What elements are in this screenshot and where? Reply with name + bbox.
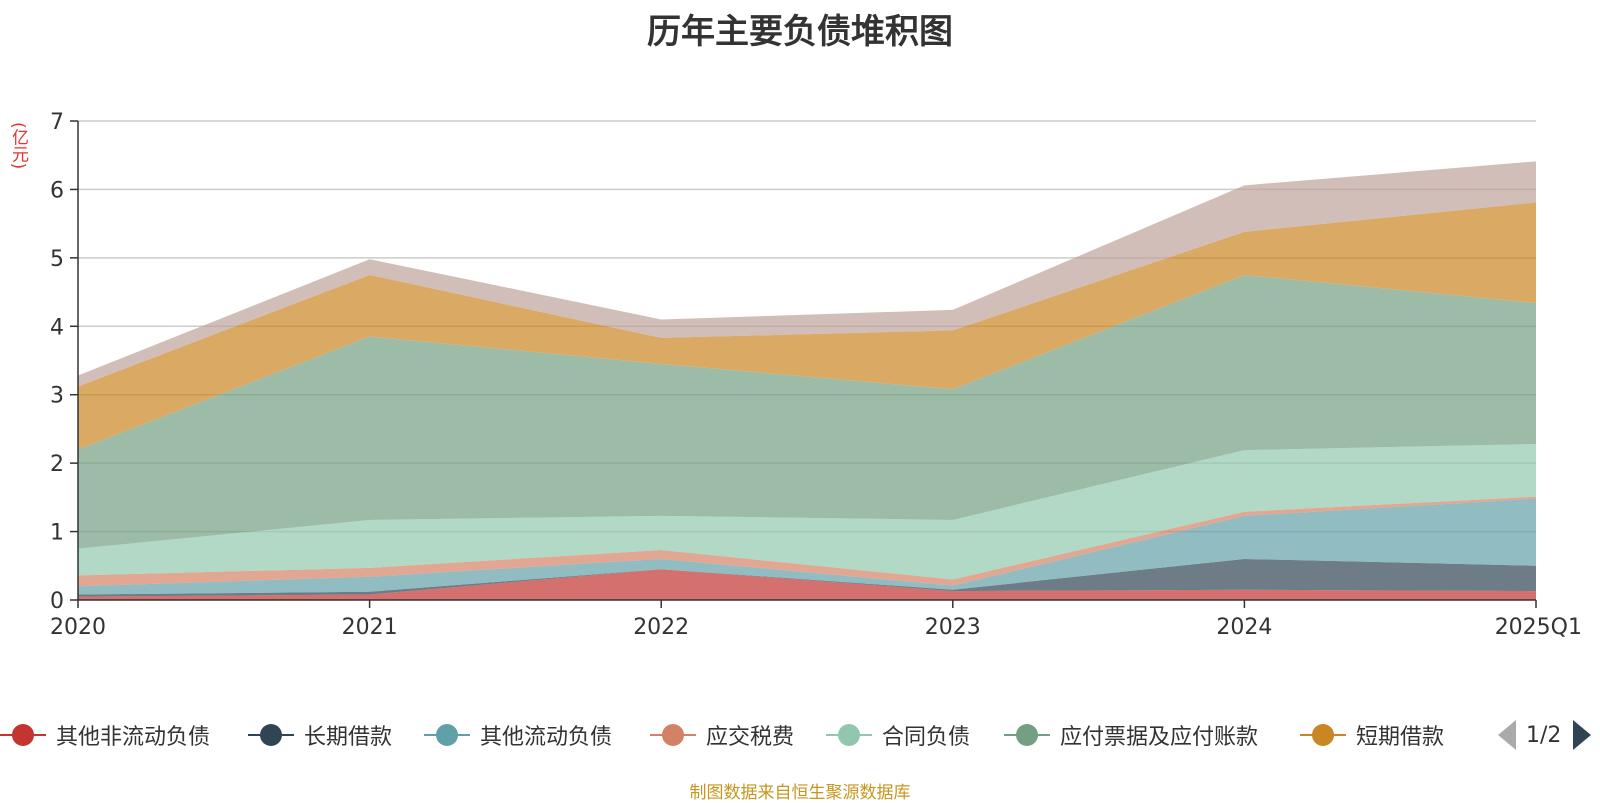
- legend-label: 合同负债: [882, 725, 971, 750]
- y-tick-label: 7: [50, 110, 64, 135]
- y-tick-label: 2: [50, 452, 64, 477]
- area-series-3[interactable]: [78, 496, 1536, 587]
- y-axis-unit-label: (亿元): [8, 122, 28, 170]
- legend-label: 短期借款: [1356, 725, 1445, 750]
- legend-label: 其他非流动负债: [56, 725, 211, 750]
- legend-label: 应交税费: [706, 725, 795, 750]
- y-tick-label: 0: [50, 589, 64, 614]
- legend-item-2[interactable]: 其他流动负债: [424, 718, 612, 752]
- y-tick-label: 3: [50, 384, 64, 409]
- legend-next-page-icon[interactable]: [1573, 720, 1592, 750]
- legend-item-5[interactable]: 应付票据及应付账款: [1004, 718, 1258, 752]
- legend-marker-icon: [826, 718, 872, 752]
- x-tick-label: 2022: [633, 615, 689, 640]
- legend: 其他非流动负债 长期借款 其他流动负债 应交税费 合同负债 应付票据及应付账款 短期借款: [0, 718, 1600, 752]
- area-series: [78, 161, 1536, 600]
- legend-item-0[interactable]: 其他非流动负债: [0, 718, 210, 752]
- legend-marker-icon: [248, 718, 294, 752]
- legend-marker-icon: [1300, 718, 1346, 752]
- legend-prev-page-icon[interactable]: [1498, 720, 1516, 750]
- x-tick-label: 2025Q1: [1495, 615, 1582, 640]
- legend-item-6[interactable]: 短期借款: [1300, 718, 1444, 752]
- x-tick-label: 2021: [342, 615, 398, 640]
- legend-item-4[interactable]: 合同负债: [826, 718, 970, 752]
- legend-marker-icon: [1004, 718, 1050, 752]
- area-series-5[interactable]: [78, 274, 1536, 549]
- y-tick-label: 5: [50, 247, 64, 272]
- legend-pager: 1/2: [1498, 718, 1592, 752]
- legend-item-1[interactable]: 长期借款: [248, 718, 392, 752]
- y-tick-label: 4: [50, 315, 64, 340]
- x-tick-label: 2023: [925, 615, 981, 640]
- source-note: 制图数据来自恒生聚源数据库: [689, 783, 911, 803]
- legend-marker-icon: [650, 718, 696, 752]
- area-series-0[interactable]: [78, 569, 1536, 600]
- legend-page-indicator: 1/2: [1526, 722, 1562, 748]
- x-tick-label: 2020: [50, 615, 106, 640]
- area-series-6[interactable]: [78, 202, 1536, 450]
- area-series-7[interactable]: [78, 161, 1536, 387]
- legend-marker-icon: [424, 718, 470, 752]
- chart-title: 历年主要负债堆积图: [647, 12, 953, 52]
- area-series-4[interactable]: [78, 443, 1536, 580]
- legend-label: 其他流动负债: [480, 725, 613, 750]
- legend-label: 长期借款: [304, 725, 393, 750]
- y-tick-label: 6: [50, 178, 64, 203]
- legend-label: 应付票据及应付账款: [1060, 725, 1259, 750]
- axes: 0 1 2 3 4 5 6 7 2020 2021 2022 2023 2024 2025Q1: [50, 110, 1582, 640]
- legend-item-3[interactable]: 应交税费: [650, 718, 794, 752]
- x-tick-label: 2024: [1216, 615, 1272, 640]
- y-tick-label: 1: [50, 521, 64, 546]
- area-series-1[interactable]: [78, 558, 1536, 597]
- area-series-2[interactable]: [78, 498, 1536, 595]
- legend-marker-icon: [0, 718, 46, 752]
